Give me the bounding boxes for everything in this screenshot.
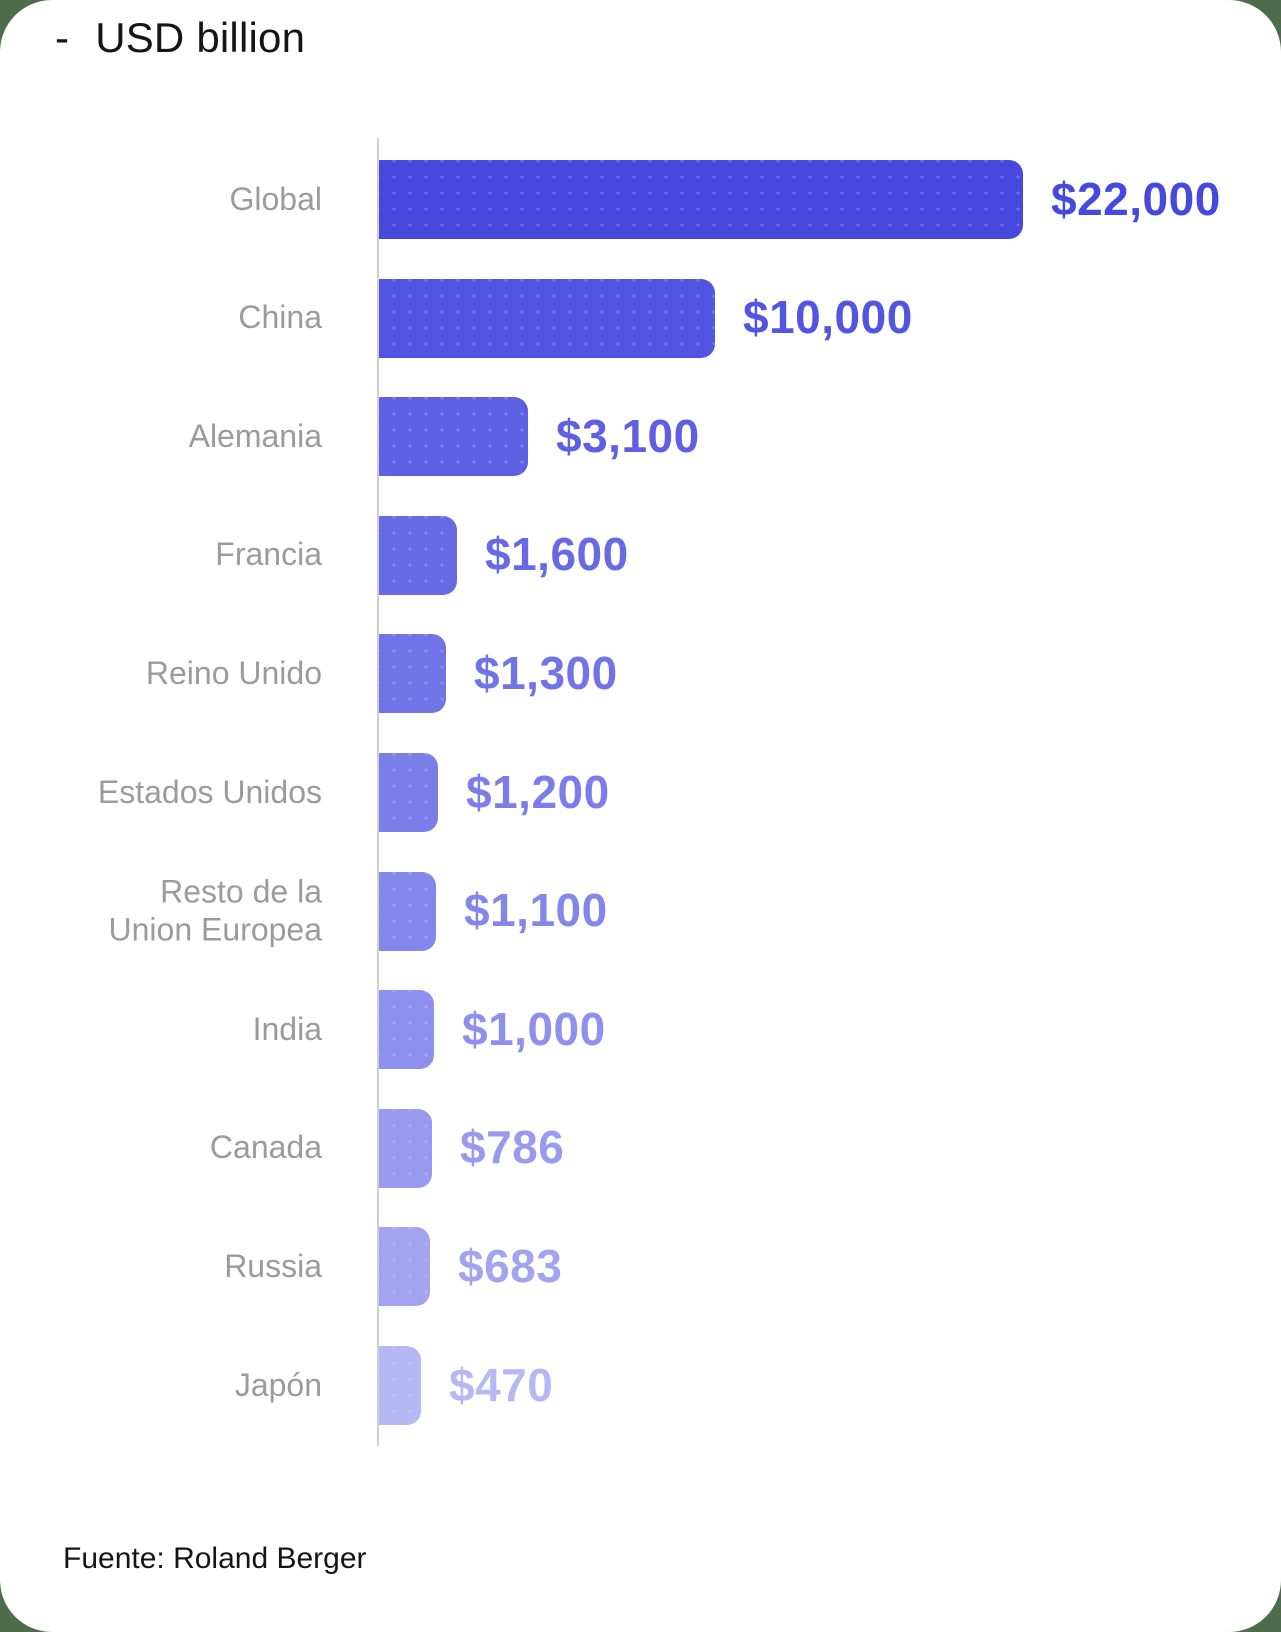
bar xyxy=(379,871,436,951)
value-label: $1,000 xyxy=(462,1002,606,1055)
bar xyxy=(379,1346,421,1425)
bar xyxy=(379,1108,432,1188)
value-label: $1,200 xyxy=(466,765,610,818)
category-label: Russia xyxy=(224,1248,322,1285)
category-label: China xyxy=(238,299,322,336)
title-text: USD billion xyxy=(95,14,306,61)
value-label: $786 xyxy=(460,1121,565,1174)
value-label: $3,100 xyxy=(556,409,700,462)
value-label: $10,000 xyxy=(743,291,913,344)
chart-title: - USD billion xyxy=(55,14,305,62)
bar xyxy=(379,990,434,1070)
bar xyxy=(379,515,457,595)
value-label: $683 xyxy=(458,1239,563,1292)
bar xyxy=(379,160,1023,239)
y-axis-line xyxy=(377,138,379,1446)
bar xyxy=(379,753,438,832)
bar xyxy=(379,278,715,358)
value-label: $1,300 xyxy=(474,646,618,699)
category-label: Japón xyxy=(234,1366,322,1403)
value-label: $22,000 xyxy=(1051,172,1221,225)
title-dash: - xyxy=(55,14,70,61)
category-label: Resto de la Union Europea xyxy=(108,873,322,948)
category-label: Francia xyxy=(215,536,322,573)
bar xyxy=(379,634,446,714)
value-label: $470 xyxy=(449,1358,554,1411)
category-label: Global xyxy=(229,180,323,217)
category-label: Estados Unidos xyxy=(97,773,322,810)
value-label: $1,600 xyxy=(485,528,629,581)
source-note: Fuente: Roland Berger xyxy=(63,1542,367,1575)
bar xyxy=(379,1227,430,1307)
bar xyxy=(379,397,528,477)
category-label: Canada xyxy=(209,1129,322,1166)
value-label: $1,100 xyxy=(464,884,608,937)
category-label: Reino Unido xyxy=(145,655,322,692)
category-label: Alemania xyxy=(188,417,322,454)
category-label: India xyxy=(252,1010,322,1047)
